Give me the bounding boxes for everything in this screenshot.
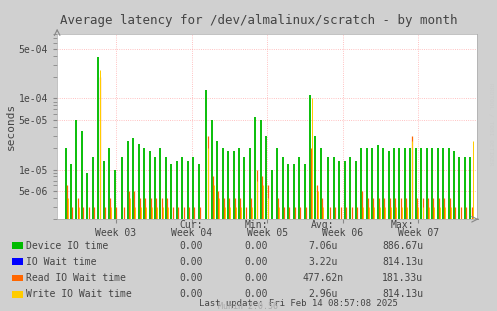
Text: 0.00: 0.00 <box>244 273 268 283</box>
Text: 181.33u: 181.33u <box>382 273 423 283</box>
Text: 0.00: 0.00 <box>244 257 268 267</box>
Text: 7.06u: 7.06u <box>308 241 338 251</box>
Text: RRDTOOL / TOBI OETIKER: RRDTOOL / TOBI OETIKER <box>489 83 494 166</box>
Text: 814.13u: 814.13u <box>382 289 423 299</box>
Text: 814.13u: 814.13u <box>382 257 423 267</box>
Text: 477.62n: 477.62n <box>303 273 343 283</box>
Text: Average latency for /dev/almalinux/scratch - by month: Average latency for /dev/almalinux/scrat… <box>60 14 457 27</box>
Text: Cur:: Cur: <box>179 220 203 230</box>
Text: Write IO Wait time: Write IO Wait time <box>26 289 132 299</box>
Text: Munin 2.0.56: Munin 2.0.56 <box>219 302 278 311</box>
Text: Read IO Wait time: Read IO Wait time <box>26 273 126 283</box>
Text: Last update: Fri Feb 14 08:57:08 2025: Last update: Fri Feb 14 08:57:08 2025 <box>199 299 398 308</box>
Text: 886.67u: 886.67u <box>382 241 423 251</box>
Text: 3.22u: 3.22u <box>308 257 338 267</box>
Text: 0.00: 0.00 <box>179 273 203 283</box>
Text: Min:: Min: <box>244 220 268 230</box>
Text: Device IO time: Device IO time <box>26 241 108 251</box>
Text: Avg:: Avg: <box>311 220 335 230</box>
Y-axis label: seconds: seconds <box>6 103 16 150</box>
Text: 0.00: 0.00 <box>179 257 203 267</box>
Text: 2.96u: 2.96u <box>308 289 338 299</box>
Text: 0.00: 0.00 <box>244 289 268 299</box>
Text: IO Wait time: IO Wait time <box>26 257 97 267</box>
Text: Max:: Max: <box>391 220 414 230</box>
Text: 0.00: 0.00 <box>179 289 203 299</box>
Text: 0.00: 0.00 <box>244 241 268 251</box>
Text: 0.00: 0.00 <box>179 241 203 251</box>
